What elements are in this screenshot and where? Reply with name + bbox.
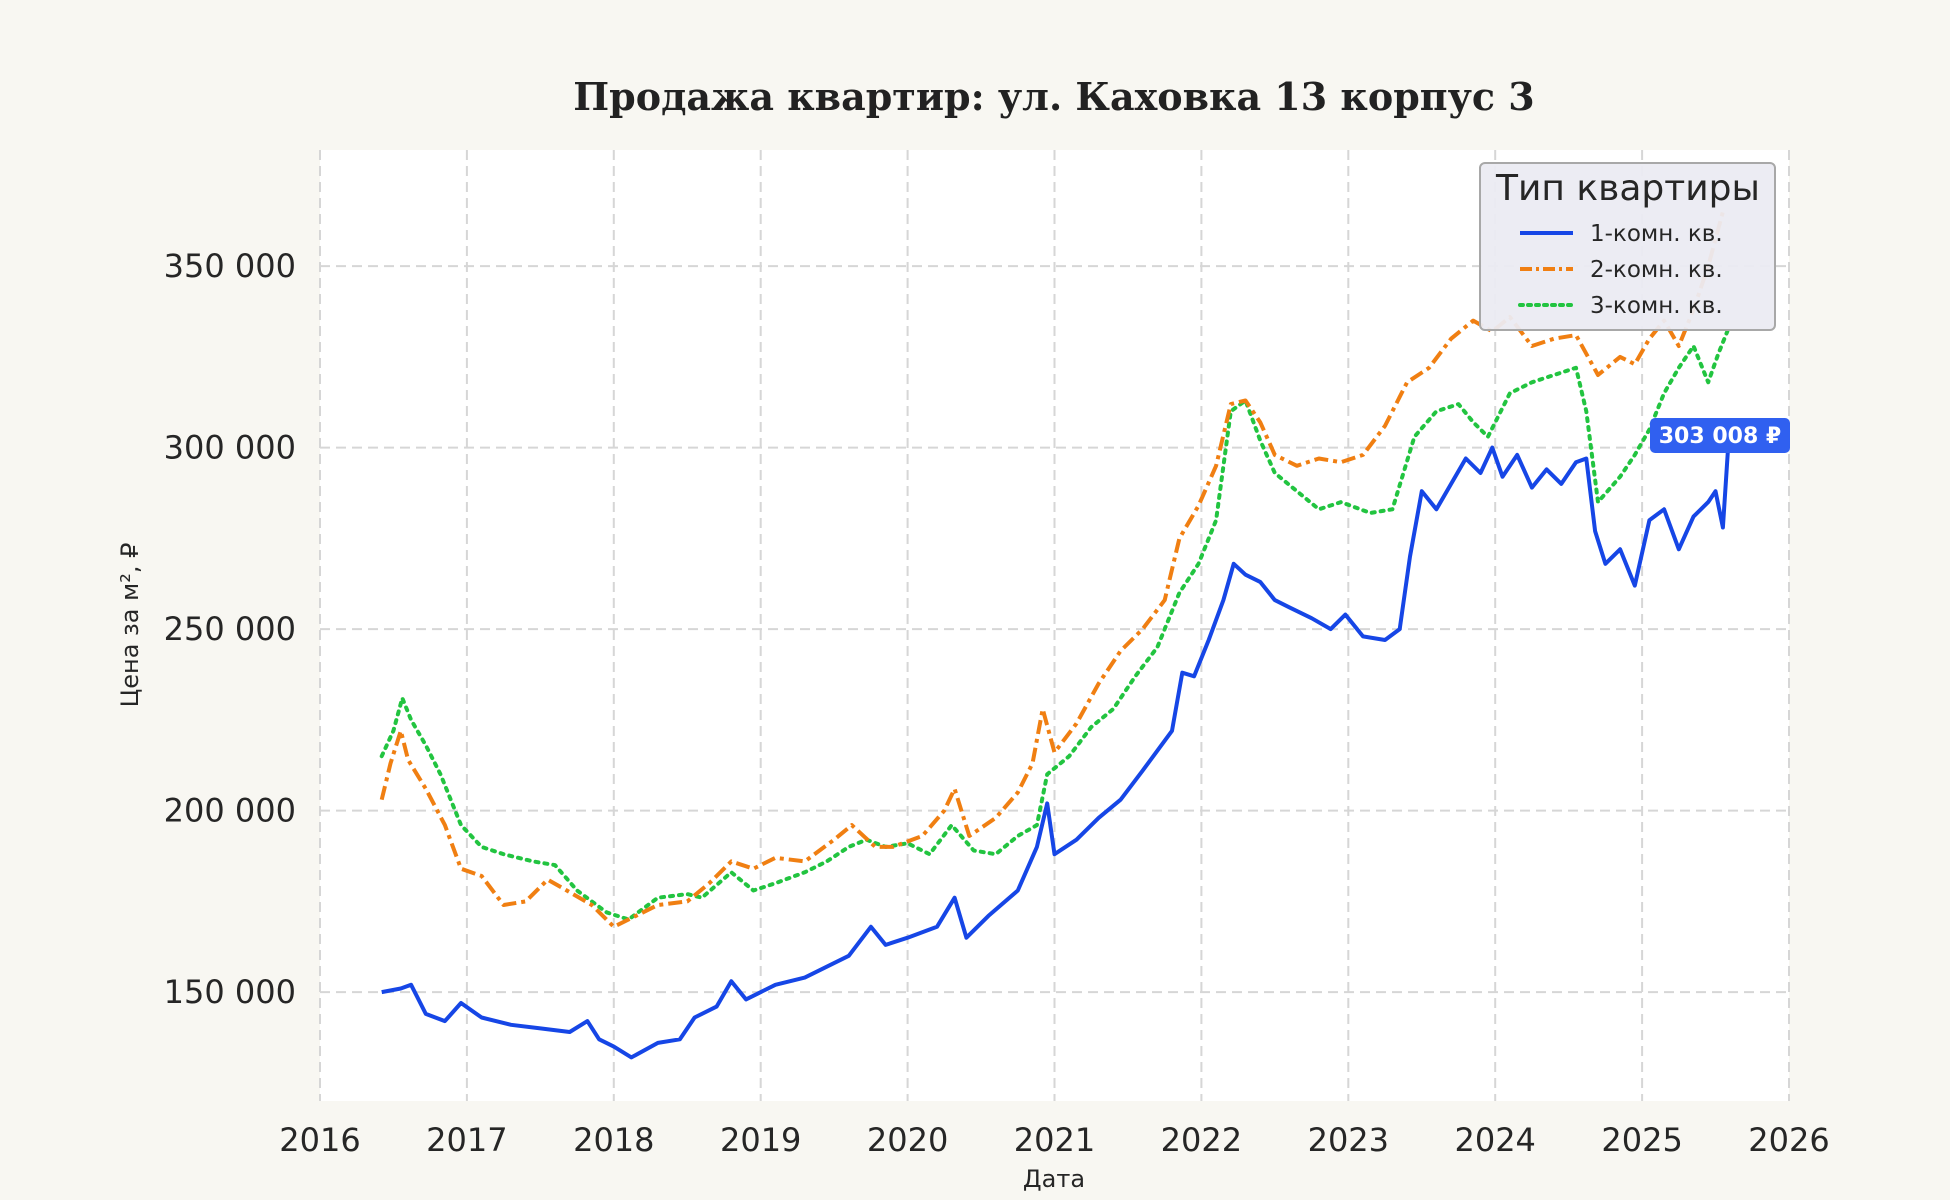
x-tick-label: 2016 bbox=[279, 1121, 360, 1159]
series-line-3-room bbox=[379, 329, 1730, 922]
legend-label-1-room: 1-комн. кв. bbox=[1590, 221, 1723, 247]
x-tick-label: 2021 bbox=[1014, 1121, 1095, 1159]
x-axis-label: Дата bbox=[1023, 1165, 1085, 1193]
legend-label-3-room: 3-комн. кв. bbox=[1590, 293, 1723, 319]
x-tick-label: 2019 bbox=[720, 1121, 801, 1159]
legend-label-2-room: 2-комн. кв. bbox=[1590, 257, 1723, 283]
chart-title: Продажа квартир: ул. Каховка 13 корпус 3 bbox=[573, 74, 1534, 119]
y-tick-label: 150 000 bbox=[164, 973, 296, 1011]
y-tick-label: 300 000 bbox=[164, 429, 296, 467]
x-tick-label: 2018 bbox=[573, 1121, 654, 1159]
last-value-badge-text: 303 008 ₽ bbox=[1659, 424, 1781, 449]
last-value-badge: 303 008 ₽ bbox=[1650, 418, 1790, 453]
y-tick-label: 200 000 bbox=[164, 792, 296, 830]
last-value-badge-bg bbox=[1650, 418, 1790, 453]
x-tick-label: 2017 bbox=[426, 1121, 507, 1159]
legend-box bbox=[1479, 162, 1776, 331]
y-axis-label: Цена за м², ₽ bbox=[116, 543, 144, 708]
x-tick-label: 2020 bbox=[867, 1121, 948, 1159]
x-tick-label: 2026 bbox=[1748, 1121, 1829, 1159]
y-tick-label: 350 000 bbox=[164, 247, 296, 285]
series-line-2-room bbox=[379, 211, 1725, 929]
x-tick-label: 2025 bbox=[1601, 1121, 1682, 1159]
x-axis-ticks: 2016 2017 2018 2019 2020 2021 2022 2023 2024 2025… bbox=[279, 1121, 1829, 1159]
series-line-1-room bbox=[381, 436, 1731, 1060]
x-tick-label: 2024 bbox=[1454, 1121, 1535, 1159]
series-layer bbox=[379, 211, 1731, 1060]
legend-title: Тип квартиры bbox=[1495, 168, 1760, 209]
y-tick-label: 250 000 bbox=[164, 610, 296, 648]
x-tick-label: 2022 bbox=[1161, 1121, 1242, 1159]
x-tick-label: 2023 bbox=[1308, 1121, 1389, 1159]
y-axis-ticks: 150 000 200 000 250 000 300 000 350 000 bbox=[164, 247, 296, 1011]
legend: Тип квартиры 1-комн. кв. 2-комн. кв. 3-к… bbox=[1479, 162, 1776, 331]
